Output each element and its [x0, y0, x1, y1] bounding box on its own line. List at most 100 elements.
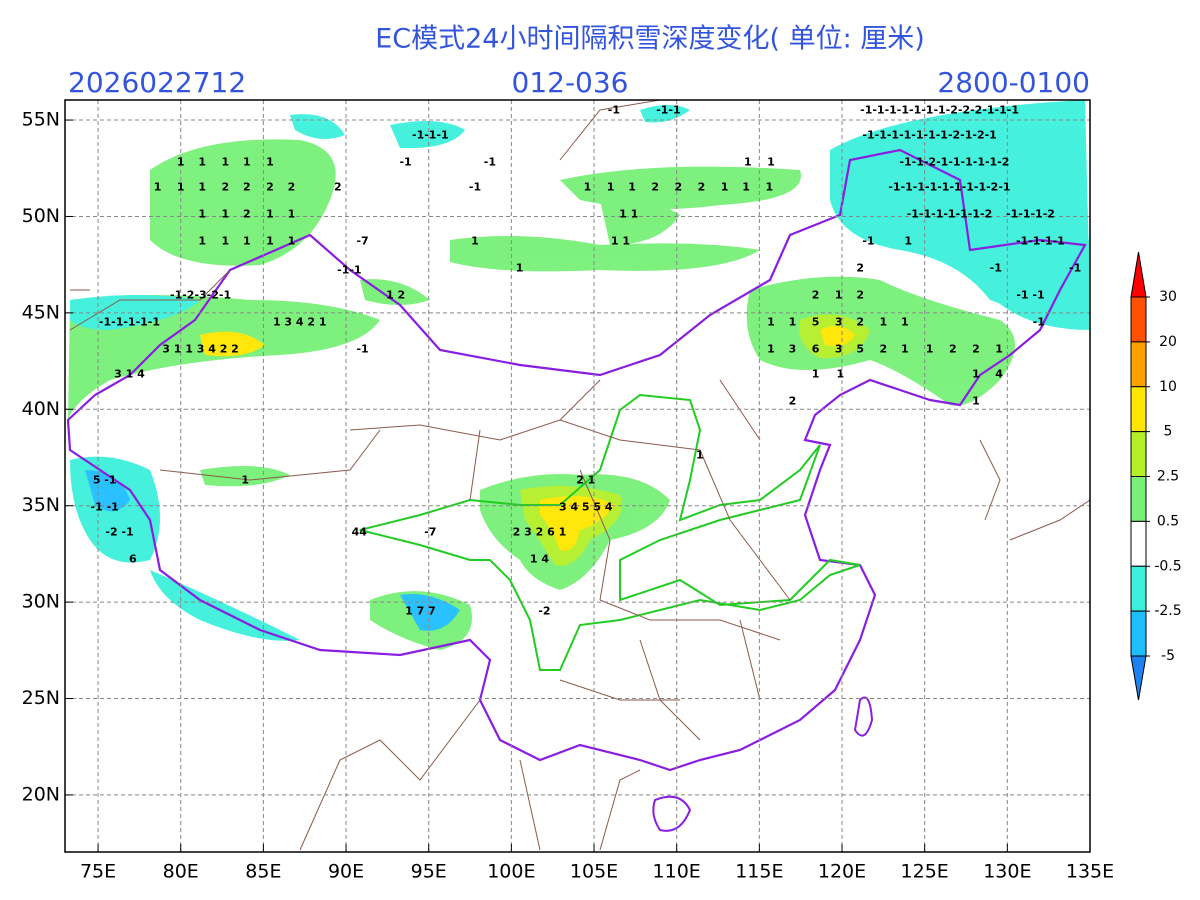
- y-tick-label: 30N: [22, 591, 60, 613]
- contour-label: 1: [901, 343, 909, 356]
- x-tick-label: 135E: [1066, 861, 1114, 883]
- colorbar-label: 5: [1164, 424, 1173, 440]
- contour-label: 5 -1: [93, 474, 117, 487]
- contour-label: 2: [222, 181, 230, 194]
- contour-label: 1 1: [619, 208, 638, 221]
- y-tick-label: 20N: [22, 783, 60, 805]
- contour-label: -1-1-1-1-1-1-1-1-2-1: [888, 181, 1010, 194]
- colorbar-band: [1130, 386, 1147, 433]
- contour-label: -1-1: [337, 263, 361, 276]
- colorbar-band: [1130, 431, 1147, 477]
- contour-label: 2: [243, 181, 251, 194]
- y-tick-label: 45N: [22, 301, 60, 323]
- contour-label: -7: [356, 235, 368, 248]
- contour-label: 3: [835, 316, 843, 329]
- contour-label: 3: [789, 343, 797, 356]
- contour-label: 1: [696, 449, 704, 462]
- contour-label: 2: [288, 181, 296, 194]
- contour-label: 1: [266, 155, 274, 168]
- x-tick-label: 105E: [570, 861, 618, 883]
- contour-label: 1: [901, 316, 909, 329]
- colorbar-band: [1130, 476, 1147, 522]
- colorbar-under: [1130, 655, 1147, 701]
- contour-label: -1-1-1-1-1-1-1-2-2-2-1-1-1: [860, 103, 1019, 116]
- x-tick-label: 130E: [983, 861, 1031, 883]
- contour-label: -1: [356, 343, 368, 356]
- x-tick-label: 120E: [818, 861, 866, 883]
- shading: [68, 100, 1090, 650]
- y-tick-label: 35N: [22, 494, 60, 516]
- contour-label: 1: [767, 316, 775, 329]
- contour-label: -1-1-1-2: [1006, 208, 1055, 221]
- contour-label: -1-1-1-1-1-1-2: [907, 208, 993, 221]
- colorbar-band: [1130, 610, 1147, 657]
- contour-label: 1: [198, 181, 206, 194]
- x-tick-label: 85E: [245, 861, 281, 883]
- contour-label: 1: [198, 208, 206, 221]
- contour-label: 3: [835, 343, 843, 356]
- contour-label: 1: [904, 235, 912, 248]
- contour-label: -1-1-1-1-1-1-1-2-1-2-1: [862, 128, 996, 141]
- contour-label: 1 1: [611, 235, 630, 248]
- contour-label: -1 -1: [1016, 289, 1044, 302]
- hainan: [652, 795, 692, 832]
- forecast-range: 012-036: [512, 66, 629, 99]
- contour-label: 1: [835, 289, 843, 302]
- taiwan: [853, 696, 874, 737]
- contour-label: 1: [995, 343, 1003, 356]
- x-tick-label: 125E: [901, 861, 949, 883]
- contour-label: 1: [266, 235, 274, 248]
- colorbar: 30 20 10 5 2.5 0.5 -0.5 -2.5 -5: [1130, 251, 1182, 701]
- contour-label: 2: [266, 181, 274, 194]
- contour-label: 1: [198, 155, 206, 168]
- contour-label: 1: [926, 343, 934, 356]
- colorbar-label: 2.5: [1157, 469, 1179, 485]
- contour-label: 2: [856, 262, 864, 275]
- contour-label: 1: [765, 181, 773, 194]
- x-tick-label: 115E: [735, 861, 783, 883]
- x-tick-label: 80E: [163, 861, 199, 883]
- contour-label: -2 -1: [105, 526, 133, 539]
- contour-label: 1: [471, 235, 479, 248]
- x-tick-label: 75E: [80, 861, 116, 883]
- contour-label: 1: [744, 155, 752, 168]
- contour-label: 2: [698, 181, 706, 194]
- title: EC模式24小时间隔积雪深度变化( 单位: 厘米): [375, 24, 925, 55]
- colorbar-label: -0.5: [1154, 558, 1181, 574]
- contour-label: 2: [812, 289, 820, 302]
- contour-label: 2: [334, 181, 342, 194]
- contour-label: 1: [177, 181, 185, 194]
- contour-label: 1: [241, 474, 249, 487]
- contour-label: 5: [812, 316, 820, 329]
- contour-label: 3 1 1 3 4 2 2: [162, 343, 239, 356]
- colorbar-label: 20: [1159, 334, 1177, 350]
- contour-label: 1: [812, 368, 820, 381]
- contour-label: 1 4: [530, 553, 549, 566]
- contour-label: 1: [767, 155, 775, 168]
- contour-label: 2: [675, 181, 683, 194]
- contour-label: 1: [742, 181, 750, 194]
- contour-label: 1: [288, 235, 296, 248]
- x-tick-label: 90E: [328, 861, 364, 883]
- contour-label: 2: [243, 208, 251, 221]
- colorbar-band: [1130, 341, 1147, 388]
- y-tick-label: 50N: [22, 205, 60, 227]
- contour-label: 1: [607, 181, 615, 194]
- colorbar-band: [1130, 296, 1147, 343]
- contour-label: 4: [995, 368, 1003, 381]
- contour-label: 1: [972, 368, 980, 381]
- contour-label: -1: [1069, 262, 1081, 275]
- contour-label: 3 1 4: [114, 368, 145, 381]
- contour-label: -1: [469, 181, 481, 194]
- graticule: [65, 100, 1091, 852]
- contour-label: 3 4 5 5 4: [559, 501, 613, 514]
- contour-label: 1: [584, 181, 592, 194]
- contour-label: 6: [129, 553, 137, 566]
- contour-label: 1: [177, 155, 185, 168]
- contour-label: 2: [856, 316, 864, 329]
- run-time: 2026022712: [68, 66, 246, 99]
- colorbar-label: -5: [1161, 648, 1175, 664]
- contour-label: -1-1-2-1-1-1-1-1-2: [899, 155, 1009, 168]
- contour-label: 2: [880, 343, 888, 356]
